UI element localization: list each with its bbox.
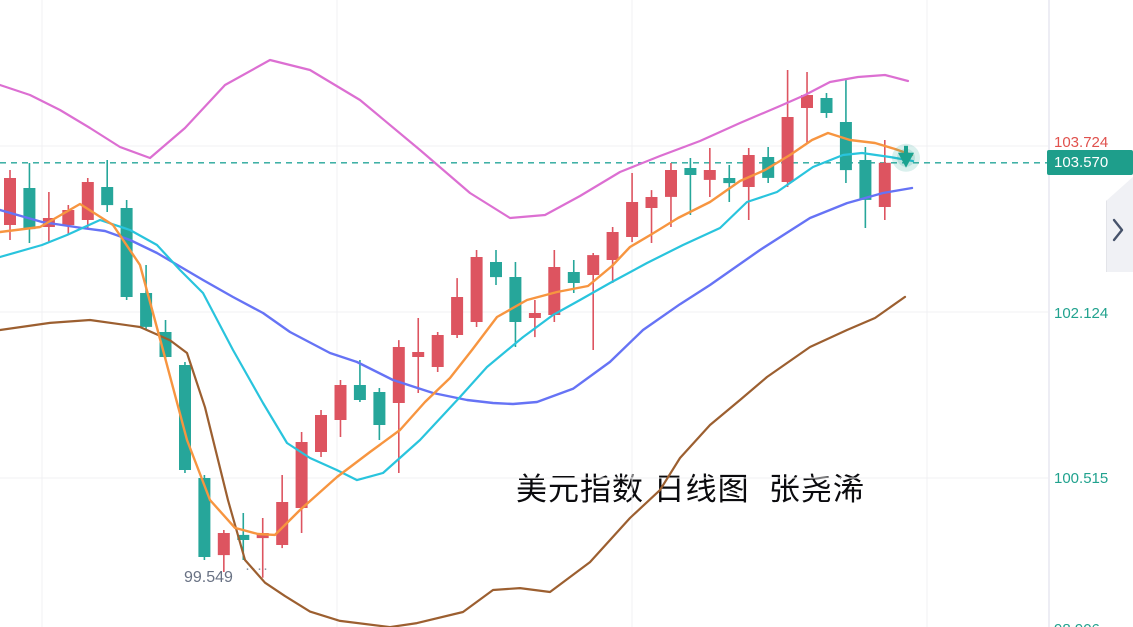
axis-label-102: 102.124 <box>1054 305 1109 322</box>
expand-panel-button[interactable] <box>1110 217 1126 248</box>
axis-label-100: 100.515 <box>1054 470 1109 487</box>
axis-label-high: 103.724 <box>1054 134 1109 151</box>
current-price-tag: 103.570 <box>1047 150 1133 175</box>
chevron-right-icon <box>1112 218 1124 242</box>
axis-label-98-partial: 98.906 <box>1054 621 1100 627</box>
low-price-label: 99.549 <box>184 569 233 586</box>
